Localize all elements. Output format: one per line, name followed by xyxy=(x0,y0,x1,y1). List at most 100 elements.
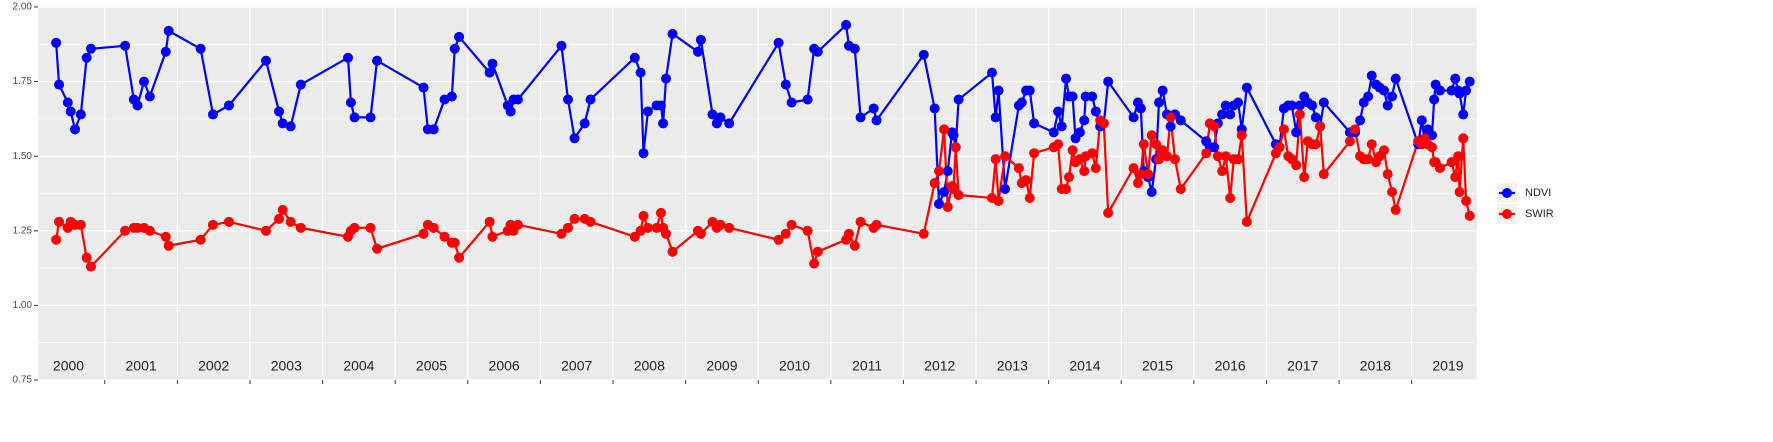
data-point xyxy=(855,216,866,227)
data-point xyxy=(1225,109,1236,120)
y-tick-label: 1.00 xyxy=(13,300,33,311)
data-point xyxy=(1310,139,1321,150)
data-point xyxy=(855,112,866,123)
data-point xyxy=(1175,184,1186,195)
data-point xyxy=(1461,85,1472,96)
data-point xyxy=(223,216,234,227)
data-point xyxy=(871,115,882,126)
data-point xyxy=(51,37,62,48)
data-point xyxy=(629,52,640,63)
data-point xyxy=(160,46,171,57)
data-point xyxy=(786,97,797,108)
y-tick-label: 2.00 xyxy=(13,2,33,13)
data-point xyxy=(132,100,143,111)
data-point xyxy=(1157,85,1168,96)
x-tick-label: 2015 xyxy=(1142,358,1173,374)
data-point xyxy=(1201,148,1212,159)
data-point xyxy=(349,112,360,123)
data-point xyxy=(1061,73,1072,84)
data-point xyxy=(1318,97,1329,108)
data-point xyxy=(563,94,574,105)
data-point xyxy=(658,118,669,129)
data-point xyxy=(54,216,65,227)
data-point xyxy=(849,240,860,251)
data-point xyxy=(1153,97,1164,108)
data-point xyxy=(139,76,150,87)
data-point xyxy=(454,252,465,263)
data-point xyxy=(1350,124,1361,135)
data-point xyxy=(780,79,791,90)
data-point xyxy=(695,34,706,45)
data-point xyxy=(934,198,945,209)
data-point xyxy=(1128,163,1139,174)
data-point xyxy=(163,25,174,36)
data-point xyxy=(990,154,1001,165)
data-point xyxy=(638,210,649,221)
data-point xyxy=(1103,207,1114,218)
x-tick-label: 2000 xyxy=(53,358,84,374)
data-point xyxy=(948,130,959,141)
data-point xyxy=(1175,115,1186,126)
data-point xyxy=(655,207,666,218)
data-point xyxy=(1212,151,1223,162)
data-point xyxy=(277,204,288,215)
data-point xyxy=(1169,154,1180,165)
data-point xyxy=(1274,142,1285,153)
data-point xyxy=(195,234,206,245)
data-point xyxy=(773,37,784,48)
data-point xyxy=(160,231,171,242)
data-point xyxy=(1209,142,1220,153)
data-point xyxy=(667,246,678,257)
x-tick-label: 2012 xyxy=(924,358,955,374)
data-point xyxy=(1366,139,1377,150)
data-point xyxy=(512,94,523,105)
data-point xyxy=(950,142,961,153)
data-point xyxy=(81,52,92,63)
data-point xyxy=(942,166,953,177)
data-point xyxy=(843,228,854,239)
data-point xyxy=(990,112,1001,123)
data-point xyxy=(802,225,813,236)
data-point xyxy=(418,228,429,239)
data-point xyxy=(1151,139,1162,150)
data-point xyxy=(1161,151,1172,162)
data-point xyxy=(277,118,288,129)
data-point xyxy=(120,40,131,51)
data-point xyxy=(556,40,567,51)
data-point xyxy=(661,228,672,239)
data-point xyxy=(642,222,653,233)
data-point xyxy=(724,118,735,129)
data-point xyxy=(1135,169,1146,180)
x-tick-label: 2001 xyxy=(126,358,157,374)
x-tick-label: 2018 xyxy=(1360,358,1391,374)
data-point xyxy=(54,79,65,90)
data-point xyxy=(1061,184,1072,195)
data-point xyxy=(1363,154,1374,165)
data-point xyxy=(1291,127,1302,138)
data-point xyxy=(939,124,950,135)
data-point xyxy=(449,43,460,54)
data-point xyxy=(1454,187,1465,198)
data-point xyxy=(428,222,439,233)
legend-label: SWIR xyxy=(1525,208,1554,220)
data-point xyxy=(1366,70,1377,81)
legend-label: NDVI xyxy=(1525,187,1551,199)
data-point xyxy=(1387,91,1398,102)
data-point xyxy=(365,112,376,123)
data-point xyxy=(993,85,1004,96)
data-point xyxy=(1146,130,1157,141)
legend-dot xyxy=(1502,209,1512,219)
data-point xyxy=(454,31,465,42)
data-point xyxy=(1315,121,1326,132)
data-point xyxy=(439,231,450,242)
data-point xyxy=(1355,115,1366,126)
data-point xyxy=(953,189,964,200)
data-point xyxy=(1318,169,1329,180)
data-point xyxy=(484,67,495,78)
data-point xyxy=(802,94,813,105)
data-point xyxy=(918,49,929,60)
data-point xyxy=(585,216,596,227)
data-point xyxy=(1143,169,1154,180)
data-point xyxy=(260,55,271,66)
data-point xyxy=(993,195,1004,206)
